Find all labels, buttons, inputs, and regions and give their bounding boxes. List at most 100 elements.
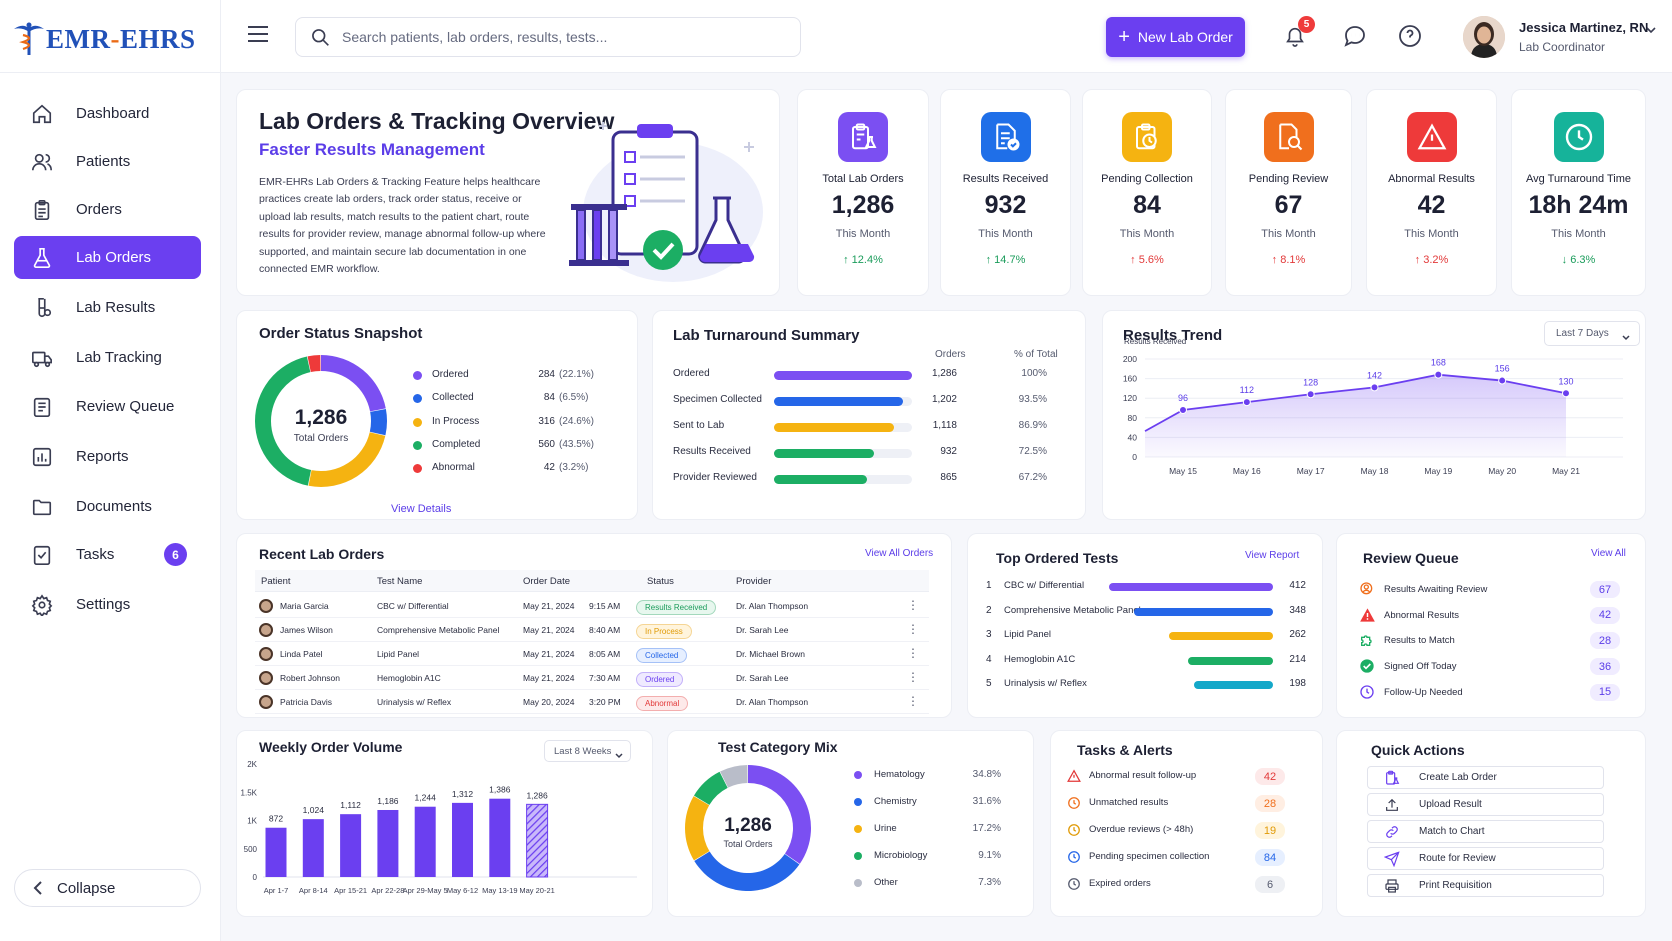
view-all-orders-link[interactable]: View All Orders bbox=[865, 548, 934, 559]
sidebar-item-lab-orders[interactable]: Lab Orders bbox=[14, 236, 201, 279]
sidebar-item-reports[interactable]: Reports bbox=[14, 435, 201, 478]
patient-name[interactable]: Patricia Davis bbox=[280, 697, 332, 707]
x-tick-label: May 18 bbox=[1361, 466, 1389, 476]
top-test-row[interactable]: 5 Urinalysis w/ Reflex 198 bbox=[986, 677, 1306, 693]
more-options-icon[interactable]: ⋮ bbox=[907, 598, 919, 612]
sidebar-item-orders[interactable]: Orders bbox=[14, 188, 201, 231]
new-lab-order-button[interactable]: + New Lab Order bbox=[1106, 17, 1245, 57]
trend-point[interactable] bbox=[1434, 370, 1443, 379]
sidebar-item-documents[interactable]: Documents bbox=[14, 485, 201, 528]
review-queue-item[interactable]: Results Awaiting Review 67 bbox=[1359, 581, 1629, 599]
sidebar-item-settings[interactable]: Settings bbox=[14, 583, 201, 626]
results-trend-range-select[interactable]: Last 7 Days bbox=[1544, 321, 1640, 346]
donut-slice-collected[interactable] bbox=[369, 408, 387, 436]
table-row[interactable]: Robert Johnson Hemoglobin A1C May 21, 2024… bbox=[255, 668, 929, 690]
patient-name[interactable]: Linda Patel bbox=[280, 649, 323, 659]
donut-slice-urine[interactable] bbox=[685, 796, 710, 861]
user-name[interactable]: Jessica Martinez, RN bbox=[1519, 20, 1649, 35]
bar-value-label: 1,024 bbox=[303, 805, 325, 815]
trend-point[interactable] bbox=[1242, 398, 1251, 407]
volume-bar[interactable] bbox=[414, 806, 436, 877]
hamburger-menu-icon[interactable] bbox=[247, 24, 273, 48]
sidebar-item-lab-tracking[interactable]: Lab Tracking bbox=[14, 336, 201, 379]
trend-point[interactable] bbox=[1562, 389, 1570, 398]
help-icon[interactable] bbox=[1396, 22, 1424, 50]
review-queue-item[interactable]: Signed Off Today 36 bbox=[1359, 658, 1629, 676]
view-all-link[interactable]: View All bbox=[1591, 548, 1626, 559]
turnaround-percent: 93.5% bbox=[1018, 394, 1047, 405]
quick-action-upload-result[interactable]: Upload Result bbox=[1367, 793, 1604, 816]
tasks-alerts-card: Tasks & Alerts Abnormal result follow-up… bbox=[1050, 730, 1323, 917]
top-test-row[interactable]: 3 Lipid Panel 262 bbox=[986, 628, 1306, 644]
trend-point[interactable] bbox=[1370, 383, 1379, 392]
volume-bar[interactable] bbox=[526, 803, 549, 878]
sidebar-item-dashboard[interactable]: Dashboard bbox=[14, 92, 201, 135]
patient-name[interactable]: James Wilson bbox=[280, 625, 333, 635]
kpi-total-lab-orders[interactable]: Total Lab Orders 1,286 This Month ↑ 12.4… bbox=[797, 89, 929, 296]
donut-slice-microbiology[interactable] bbox=[693, 771, 728, 805]
volume-bar[interactable] bbox=[265, 827, 287, 877]
donut-slice-ordered[interactable] bbox=[321, 355, 386, 412]
donut-slice-other[interactable] bbox=[720, 765, 748, 788]
trend-point[interactable] bbox=[1179, 405, 1187, 414]
quick-action-match-to-chart[interactable]: Match to Chart bbox=[1367, 820, 1604, 843]
donut-slice-in-process[interactable] bbox=[308, 432, 386, 487]
donut-slice-completed[interactable] bbox=[254, 356, 312, 486]
chat-icon[interactable] bbox=[1341, 22, 1369, 50]
kpi-pending-review[interactable]: Pending Review 67 This Month ↑ 8.1% bbox=[1225, 89, 1352, 296]
quick-action-route-for-review[interactable]: Route for Review bbox=[1367, 847, 1604, 870]
search-input[interactable] bbox=[342, 29, 782, 45]
volume-bar[interactable] bbox=[377, 809, 399, 877]
top-test-row[interactable]: 1 CBC w/ Differential 412 bbox=[986, 579, 1306, 595]
sidebar-item-review-queue[interactable]: Review Queue bbox=[14, 385, 201, 428]
patient-name[interactable]: Robert Johnson bbox=[280, 673, 341, 683]
weekly-range-select[interactable]: Last 8 Weeks bbox=[544, 740, 631, 762]
trend-point[interactable] bbox=[1498, 376, 1507, 385]
more-options-icon[interactable]: ⋮ bbox=[907, 694, 919, 708]
patient-name[interactable]: Maria Garcia bbox=[280, 601, 329, 611]
logo[interactable]: EMR-EHRS bbox=[12, 14, 212, 64]
volume-bar[interactable] bbox=[302, 819, 324, 877]
more-options-icon[interactable]: ⋮ bbox=[907, 622, 919, 636]
chevron-down-icon[interactable] bbox=[1645, 22, 1657, 40]
top-test-row[interactable]: 4 Hemoglobin A1C 214 bbox=[986, 653, 1306, 669]
task-alert-item[interactable]: Unmatched results 28 bbox=[1067, 795, 1307, 813]
quick-action-create-lab-order[interactable]: Create Lab Order bbox=[1367, 766, 1604, 789]
kpi-avg-turnaround[interactable]: Avg Turnaround Time 18h 24m This Month ↓… bbox=[1511, 89, 1646, 296]
more-options-icon[interactable]: ⋮ bbox=[907, 646, 919, 660]
test-bar bbox=[1168, 632, 1273, 640]
table-row[interactable]: Maria Garcia CBC w/ Differential May 21, 2… bbox=[255, 596, 929, 618]
avatar[interactable] bbox=[1463, 16, 1505, 58]
quick-action-print-requisition[interactable]: Print Requisition bbox=[1367, 874, 1604, 897]
sidebar-item-tasks[interactable]: Tasks 6 bbox=[14, 533, 201, 576]
donut-slice-chemistry[interactable] bbox=[694, 851, 800, 891]
kpi-results-received[interactable]: Results Received 932 This Month ↑ 14.7% bbox=[940, 89, 1071, 296]
collapse-button[interactable]: Collapse bbox=[14, 869, 201, 907]
trend-point[interactable] bbox=[1306, 390, 1315, 399]
volume-bar[interactable] bbox=[340, 814, 362, 877]
kpi-abnormal-results[interactable]: Abnormal Results 42 This Month ↑ 3.2% bbox=[1366, 89, 1497, 296]
task-alert-item[interactable]: Overdue reviews (> 48h) 19 bbox=[1067, 822, 1307, 840]
bell-icon[interactable] bbox=[1281, 22, 1309, 50]
more-options-icon[interactable]: ⋮ bbox=[907, 670, 919, 684]
volume-bar[interactable] bbox=[452, 802, 473, 877]
table-row[interactable]: Linda Patel Lipid Panel May 21, 2024 8:05 A… bbox=[255, 644, 929, 666]
review-queue-item[interactable]: Results to Match 28 bbox=[1359, 632, 1629, 650]
kpi-pending-collection[interactable]: Pending Collection 84 This Month ↑ 5.6% bbox=[1082, 89, 1212, 296]
table-row[interactable]: Patricia Davis Urinalysis w/ Reflex May 20… bbox=[255, 692, 929, 714]
recent-orders-card: Recent Lab Orders View All Orders Patien… bbox=[236, 533, 952, 718]
table-row[interactable]: James Wilson Comprehensive Metabolic Pane… bbox=[255, 620, 929, 642]
sidebar-item-patients[interactable]: Patients bbox=[14, 140, 201, 183]
task-alert-item[interactable]: Pending specimen collection 84 bbox=[1067, 849, 1307, 867]
review-queue-item[interactable]: Follow-Up Needed 15 bbox=[1359, 683, 1629, 702]
review-queue-item[interactable]: Abnormal Results 42 bbox=[1359, 606, 1629, 625]
donut-slice-abnormal[interactable] bbox=[307, 355, 321, 373]
task-alert-item[interactable]: Abnormal result follow-up 42 bbox=[1067, 768, 1307, 786]
donut-slice-hematology[interactable] bbox=[748, 765, 811, 864]
view-details-link[interactable]: View Details bbox=[391, 503, 452, 515]
sidebar-item-lab-results[interactable]: Lab Results bbox=[14, 286, 201, 329]
task-alert-item[interactable]: Expired orders 6 bbox=[1067, 876, 1307, 894]
view-report-link[interactable]: View Report bbox=[1245, 550, 1300, 561]
volume-bar[interactable] bbox=[489, 798, 511, 877]
top-test-row[interactable]: 2 Comprehensive Metabolic Panel 348 bbox=[986, 604, 1306, 620]
